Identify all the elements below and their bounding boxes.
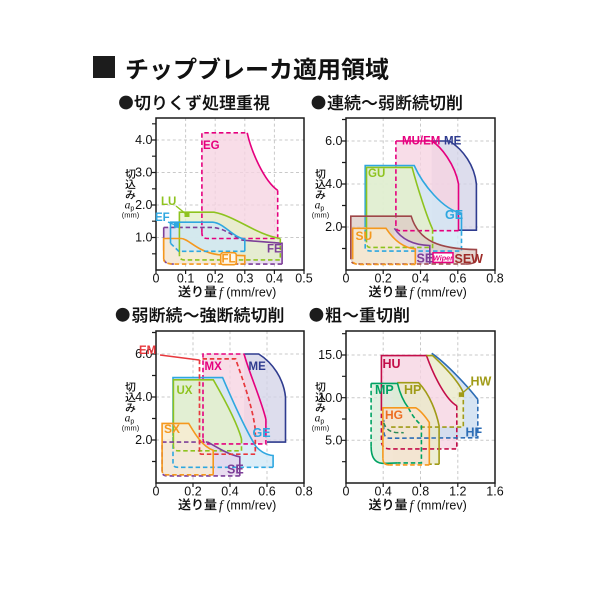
- svg-text:ap: ap: [315, 412, 325, 425]
- svg-text:6.0: 6.0: [135, 347, 152, 361]
- svg-text:4.0: 4.0: [325, 177, 342, 191]
- svg-text:(mm): (mm): [122, 424, 140, 433]
- svg-text:SE: SE: [417, 252, 434, 266]
- svg-text:1.2: 1.2: [449, 485, 466, 499]
- svg-text:EM: EM: [139, 345, 156, 357]
- svg-text:0.6: 0.6: [449, 272, 466, 286]
- svg-text:0.4: 0.4: [412, 272, 429, 286]
- svg-text:0.4: 0.4: [375, 485, 392, 499]
- svg-text:GE: GE: [253, 426, 271, 440]
- svg-text:0.8: 0.8: [295, 485, 312, 499]
- svg-text:LU: LU: [161, 196, 176, 208]
- svg-text:4.0: 4.0: [135, 133, 152, 147]
- svg-text:GE: GE: [445, 208, 463, 222]
- svg-text:f (mm/rev): f (mm/rev): [410, 284, 467, 299]
- svg-text:f (mm/rev): f (mm/rev): [219, 284, 276, 299]
- svg-text:SE: SE: [227, 463, 244, 477]
- svg-text:ap: ap: [125, 199, 135, 212]
- svg-text:0.8: 0.8: [412, 485, 429, 499]
- svg-text:HU: HU: [383, 357, 401, 371]
- svg-text:ap: ap: [315, 199, 325, 212]
- svg-text:FE: FE: [267, 244, 282, 256]
- svg-text:0.8: 0.8: [486, 272, 503, 286]
- svg-text:(mm): (mm): [122, 211, 140, 220]
- svg-text:15.0: 15.0: [318, 348, 342, 362]
- svg-text:0.3: 0.3: [236, 272, 253, 286]
- svg-text:(mm): (mm): [312, 211, 330, 220]
- svg-text:0: 0: [153, 485, 160, 499]
- svg-text:4.0: 4.0: [135, 390, 152, 404]
- svg-text:2.0: 2.0: [325, 220, 342, 234]
- svg-text:SX: SX: [164, 422, 180, 436]
- svg-text:(mm): (mm): [312, 424, 330, 433]
- svg-text:1.6: 1.6: [486, 485, 503, 499]
- svg-text:UX: UX: [177, 385, 193, 397]
- svg-text:2.0: 2.0: [135, 198, 152, 212]
- svg-text:MU/EM: MU/EM: [402, 136, 440, 148]
- svg-text:SEW: SEW: [455, 252, 484, 266]
- svg-text:0: 0: [343, 272, 350, 286]
- svg-text:3.0: 3.0: [135, 166, 152, 180]
- svg-text:MP: MP: [375, 383, 394, 397]
- svg-text:f (mm/rev): f (mm/rev): [410, 497, 467, 512]
- svg-text:EF: EF: [155, 212, 170, 224]
- svg-text:0.5: 0.5: [295, 272, 312, 286]
- svg-text:0.6: 0.6: [258, 485, 275, 499]
- svg-text:EG: EG: [203, 140, 220, 152]
- svg-text:2.0: 2.0: [135, 433, 152, 447]
- svg-text:0.2: 0.2: [375, 272, 392, 286]
- svg-text:GU: GU: [368, 168, 385, 180]
- svg-text:HF: HF: [466, 426, 483, 440]
- svg-text:0.2: 0.2: [207, 272, 224, 286]
- svg-text:6.0: 6.0: [325, 134, 342, 148]
- svg-text:0.1: 0.1: [177, 272, 194, 286]
- svg-text:HW: HW: [471, 375, 492, 389]
- svg-text:0.4: 0.4: [266, 272, 283, 286]
- svg-text:ME: ME: [444, 136, 462, 148]
- svg-text:1.0: 1.0: [135, 231, 152, 245]
- svg-text:Wiper: Wiper: [433, 253, 454, 262]
- svg-text:HG: HG: [385, 408, 403, 422]
- svg-text:ap: ap: [125, 412, 135, 425]
- svg-text:SU: SU: [356, 229, 373, 243]
- svg-text:0: 0: [343, 485, 350, 499]
- svg-text:FL: FL: [221, 253, 235, 265]
- svg-text:5.0: 5.0: [325, 434, 342, 448]
- svg-text:0: 0: [153, 272, 160, 286]
- svg-text:f (mm/rev): f (mm/rev): [219, 497, 276, 512]
- svg-text:ME: ME: [249, 361, 267, 373]
- svg-text:0.4: 0.4: [221, 485, 238, 499]
- svg-text:MX: MX: [205, 361, 223, 373]
- svg-text:HP: HP: [404, 383, 421, 397]
- svg-text:0.2: 0.2: [184, 485, 201, 499]
